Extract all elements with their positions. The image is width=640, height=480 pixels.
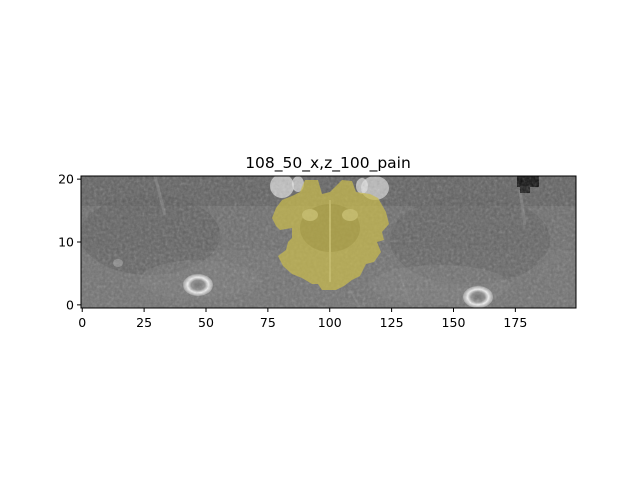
x-tick-label: 0 [78, 315, 86, 330]
x-tick-label: 175 [503, 315, 527, 330]
x-tick-label: 100 [318, 315, 342, 330]
y-tick-label: 0 [66, 297, 74, 312]
x-tick-label: 75 [260, 315, 276, 330]
x-tick-label: 25 [136, 315, 152, 330]
x-axis: 0 25 50 75 100 125 150 175 [78, 308, 527, 330]
y-axis: 0 10 20 [58, 172, 81, 312]
y-tick-label: 20 [58, 172, 74, 187]
x-tick-label: 150 [442, 315, 466, 330]
x-tick-label: 50 [198, 315, 214, 330]
x-tick-label: 125 [380, 315, 404, 330]
plot-title: 108_50_x,z_100_pain [245, 154, 411, 173]
y-tick-label: 10 [58, 235, 74, 250]
segmentation-overlay [272, 180, 389, 290]
ct-image [81, 176, 576, 308]
